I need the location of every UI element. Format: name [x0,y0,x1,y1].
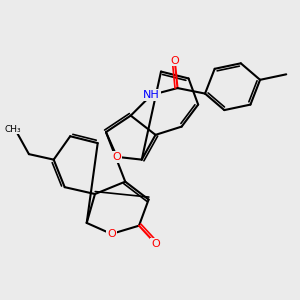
Text: O: O [112,152,122,162]
Text: O: O [107,229,116,239]
Text: NH: NH [143,90,160,100]
Text: O: O [170,56,179,66]
Text: CH₃: CH₃ [4,125,21,134]
Text: O: O [151,238,160,249]
